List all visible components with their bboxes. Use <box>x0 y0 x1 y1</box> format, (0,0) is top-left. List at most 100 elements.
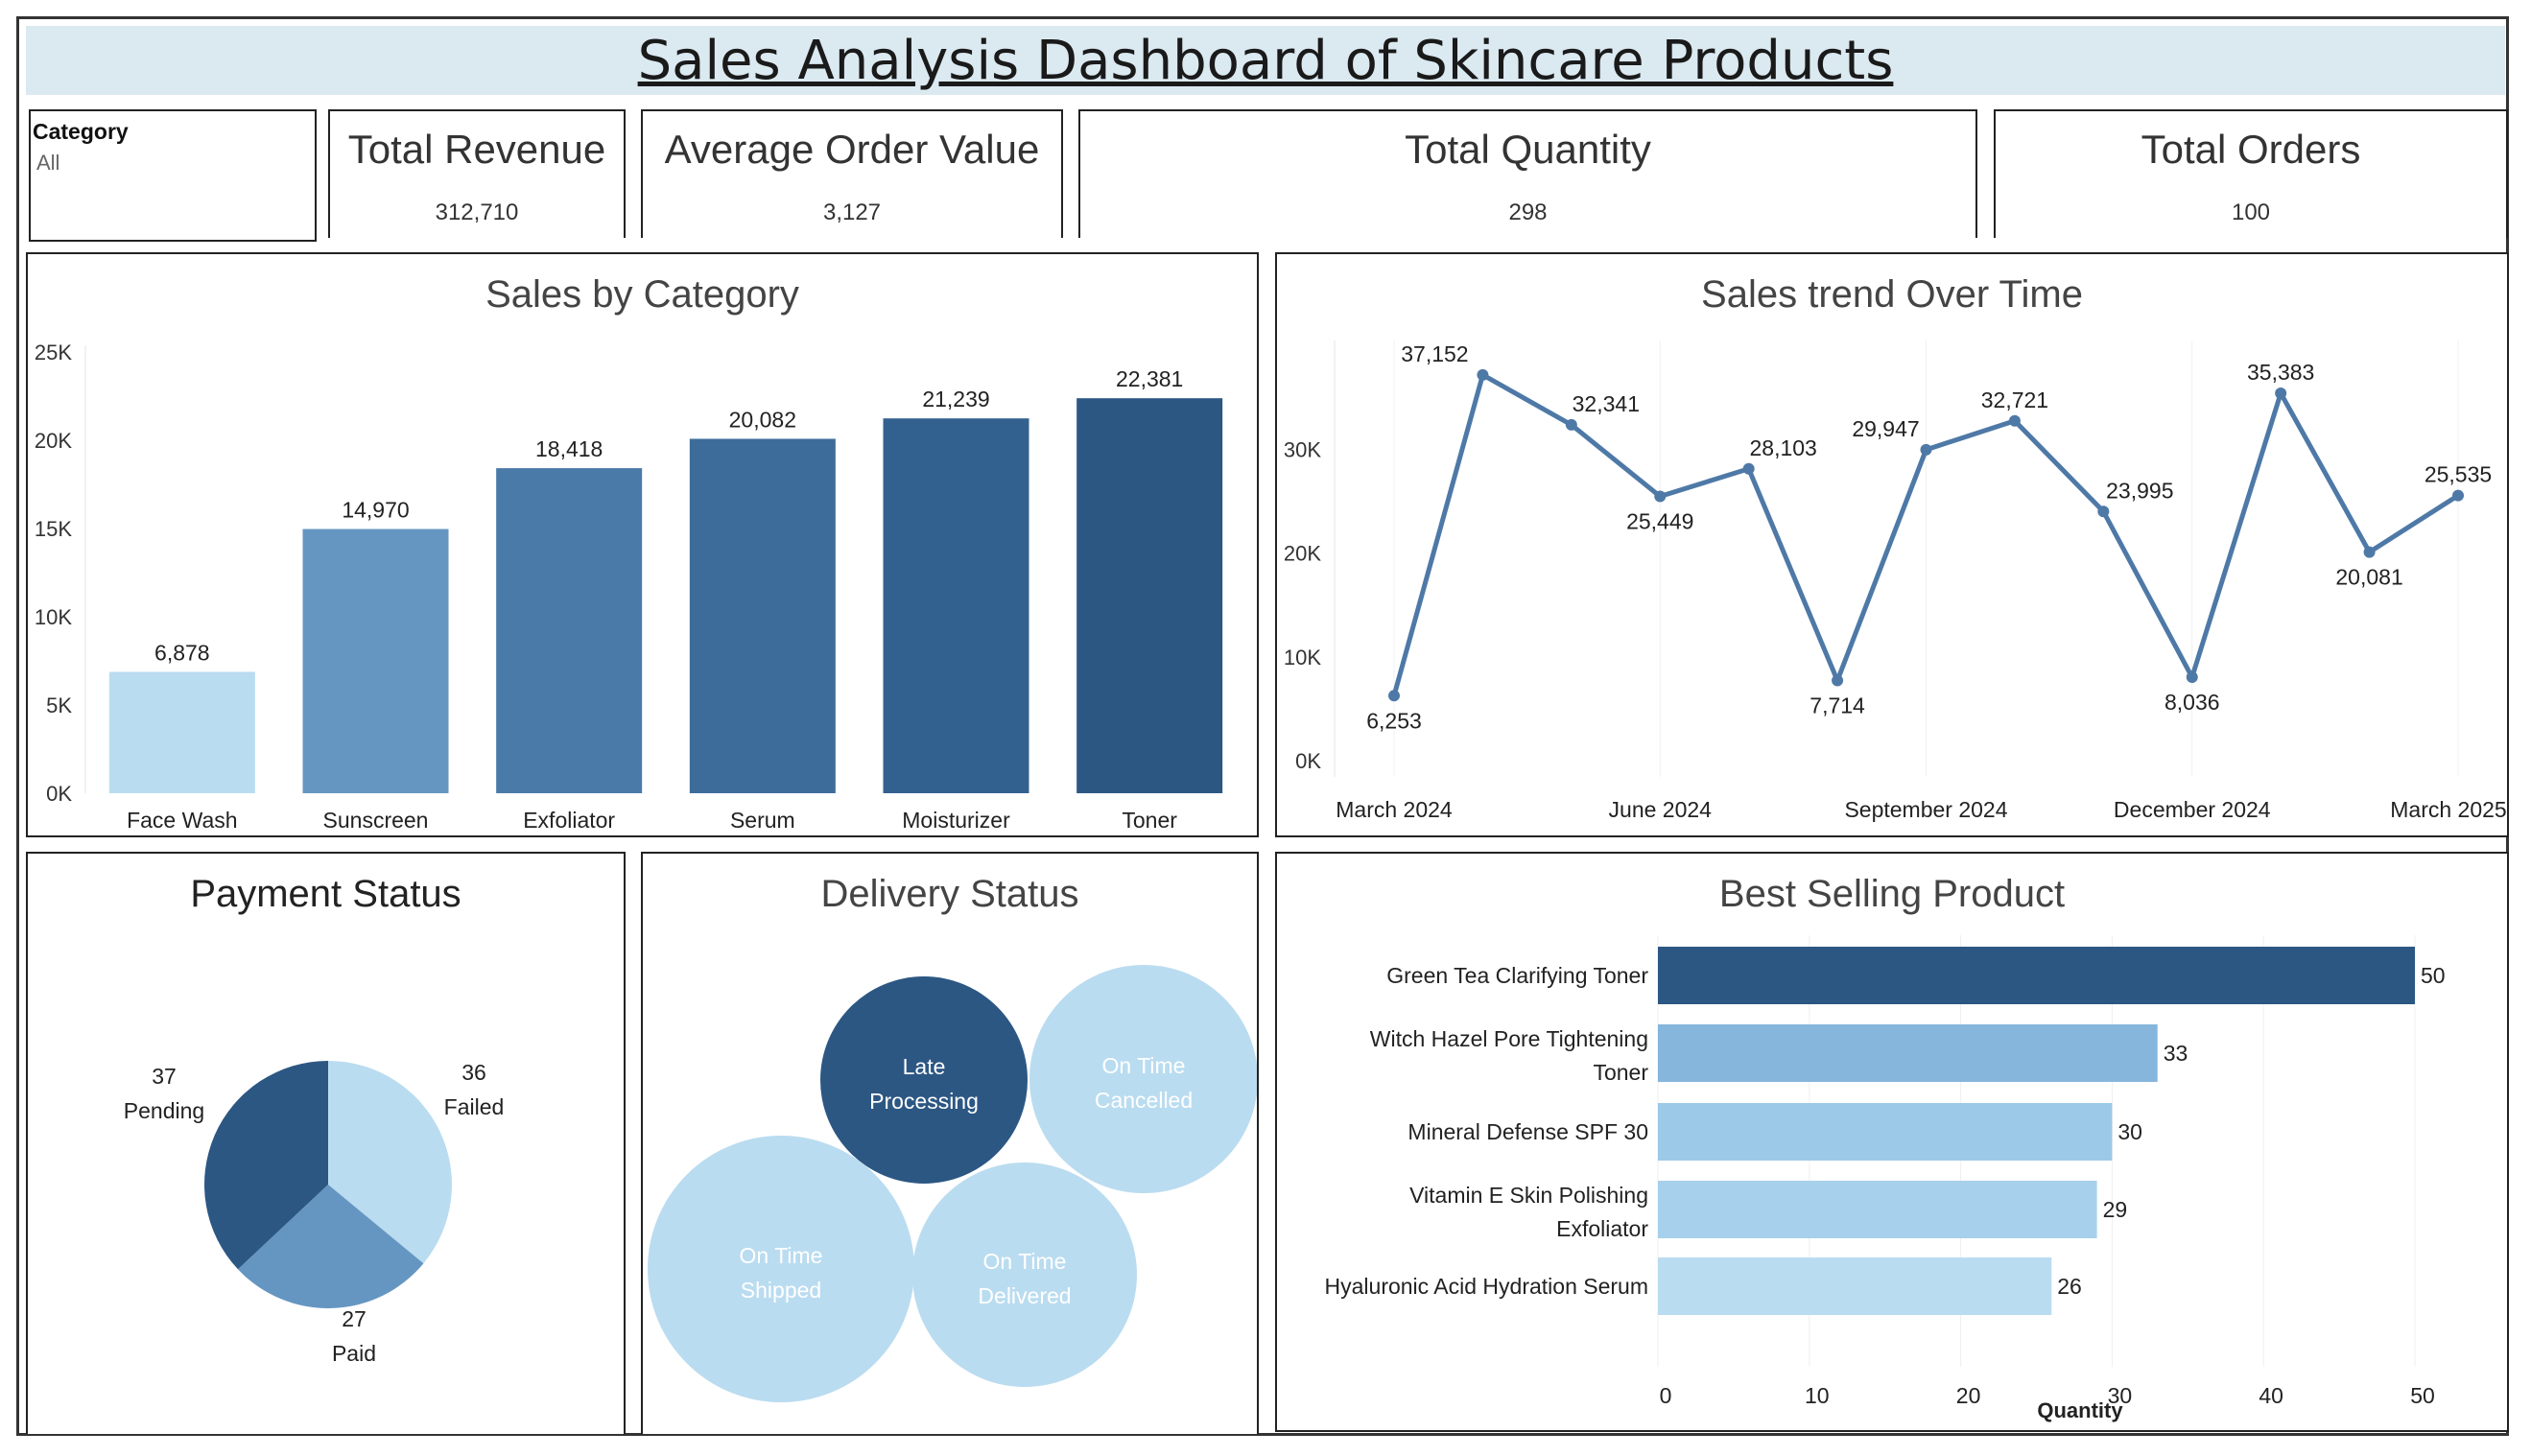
trend-point <box>2363 546 2376 558</box>
category-y-tick: 25K <box>35 341 72 364</box>
trend-point <box>2275 387 2287 399</box>
kpi-aov-label: Average Order Value <box>664 127 1040 172</box>
best-selling-panel: Best Selling Product 0 10 20 30 40 50 Quantity… <box>1275 852 2509 1432</box>
best-x-tick: 0 <box>1660 1383 1672 1408</box>
delivery-bubble-label-1: Late <box>903 1054 946 1079</box>
category-bar <box>496 468 643 793</box>
best-bar <box>1658 1257 2052 1315</box>
trend-point <box>1388 690 1400 702</box>
delivery-bubble-label-1: On Time <box>1102 1053 1186 1078</box>
trend-x-tick: September 2024 <box>1844 797 2007 822</box>
category-filter-label: Category <box>33 119 129 144</box>
delivery-bubble-label-2: Delivered <box>978 1283 1071 1308</box>
delivery-bubble <box>820 976 1028 1184</box>
delivery-bubble <box>1029 965 1257 1193</box>
best-bar-label: 50 <box>2421 963 2446 988</box>
trend-point <box>2008 414 2021 427</box>
trend-point <box>2452 489 2464 502</box>
delivery-status-chart: Late Processing On Time Cancelled On Time Shi… <box>648 965 1257 1402</box>
sales-by-category-panel: Sales by Category 0K 5K 10K 15K 20K 25K 6,878 F… <box>26 252 1259 837</box>
payment-slice-value: 37 <box>152 1064 177 1089</box>
trend-point-label: 8,036 <box>2164 690 2220 715</box>
dashboard-title-bar: Sales Analysis Dashboard of Skincare Pro… <box>26 26 2505 95</box>
trend-point <box>1654 490 1667 503</box>
payment-slice-value: 27 <box>342 1306 367 1331</box>
best-x-tick: 50 <box>2410 1383 2435 1408</box>
trend-point-label: 35,383 <box>2247 360 2314 385</box>
sales-by-category-chart: 0K 5K 10K 15K 20K 25K 6,878 Face Wash 14,970 Suns… <box>35 341 1223 833</box>
category-x-tick: Sunscreen <box>323 808 429 833</box>
category-bar <box>689 438 836 793</box>
delivery-bubble-label-2: Processing <box>869 1089 979 1114</box>
delivery-bubble <box>648 1136 914 1402</box>
category-bar-label: 6,878 <box>154 640 210 665</box>
trend-point-label: 25,449 <box>1626 509 1693 534</box>
best-bar-label: 33 <box>2164 1041 2188 1066</box>
delivery-bubble-label-2: Shipped <box>741 1278 821 1303</box>
best-category-label: Exfoliator <box>1556 1216 1648 1241</box>
category-filter[interactable]: Category All <box>29 109 317 242</box>
best-category-label: Witch Hazel Pore Tightening <box>1370 1026 1648 1051</box>
category-bar <box>1076 398 1223 793</box>
payment-slice-label: Paid <box>332 1341 376 1366</box>
payment-slice-label: Pending <box>124 1098 204 1123</box>
payment-slice <box>328 1061 452 1264</box>
trend-point <box>1742 462 1755 475</box>
payment-status-chart: 36 Failed 27 Paid 37 Pending <box>124 1060 505 1366</box>
sales-trend-title: Sales trend Over Time <box>1701 273 2083 316</box>
sales-by-category-title: Sales by Category <box>485 273 799 316</box>
kpi-orders-value: 100 <box>2231 200 2271 225</box>
kpi-orders-label: Total Orders <box>2141 127 2361 172</box>
kpi-quantity-value: 298 <box>1508 200 1548 225</box>
best-bar <box>1658 947 2415 1004</box>
best-x-axis-label: Quantity <box>2037 1398 2123 1422</box>
trend-point <box>1832 674 1844 687</box>
trend-y-tick: 20K <box>1284 542 1321 566</box>
category-x-tick: Face Wash <box>127 808 237 833</box>
best-bar-label: 26 <box>2057 1274 2082 1299</box>
trend-y-tick: 0K <box>1295 749 1321 773</box>
best-bar <box>1658 1024 2158 1082</box>
best-bar <box>1658 1103 2113 1161</box>
delivery-bubble-label-1: On Time <box>740 1243 823 1268</box>
trend-y-tick: 10K <box>1284 646 1321 669</box>
delivery-status-title: Delivery Status <box>820 873 1079 915</box>
trend-point-label: 32,341 <box>1573 391 1640 416</box>
best-x-tick: 10 <box>1805 1383 1830 1408</box>
delivery-bubble-label-2: Cancelled <box>1095 1088 1193 1113</box>
best-selling-chart: 0 10 20 30 40 50 Quantity 50 Green Tea Clarifyin… <box>1325 935 2446 1422</box>
category-x-tick: Exfoliator <box>523 808 615 833</box>
payment-slice-value: 36 <box>461 1060 486 1085</box>
category-filter-value[interactable]: All <box>36 151 60 175</box>
kpi-aov-value: 3,127 <box>822 200 882 225</box>
category-bar-label: 20,082 <box>729 407 796 432</box>
category-bar <box>883 418 1029 793</box>
best-category-label: Hyaluronic Acid Hydration Serum <box>1325 1274 1648 1299</box>
kpi-quantity-label: Total Quantity <box>1405 127 1651 172</box>
category-y-tick: 5K <box>46 693 72 717</box>
payment-status-title: Payment Status <box>190 873 461 915</box>
category-bar <box>108 671 255 793</box>
kpi-total-quantity: Total Quantity 298 <box>1078 109 1977 238</box>
trend-point <box>2186 671 2198 684</box>
trend-point-label: 7,714 <box>1810 693 1865 717</box>
delivery-bubble-label-1: On Time <box>983 1249 1067 1274</box>
best-bar-label: 30 <box>2117 1119 2142 1144</box>
category-y-tick: 15K <box>35 517 72 541</box>
best-x-tick: 20 <box>1956 1383 1981 1408</box>
trend-point-label: 20,081 <box>2335 565 2402 590</box>
best-x-tick: 30 <box>2108 1383 2133 1408</box>
trend-point-label: 23,995 <box>2106 478 2173 503</box>
kpi-total-orders: Total Orders 100 <box>1994 109 2508 238</box>
trend-point-label: 25,535 <box>2425 462 2492 487</box>
delivery-bubble <box>912 1162 1137 1387</box>
category-bar-label: 14,970 <box>342 498 409 523</box>
category-x-tick: Toner <box>1122 808 1177 833</box>
category-bar-label: 18,418 <box>535 436 603 461</box>
trend-point-label: 6,253 <box>1366 708 1422 733</box>
trend-x-tick: March 2025 <box>2390 797 2506 822</box>
kpi-total-revenue-label: Total Revenue <box>347 127 606 172</box>
trend-point-label: 32,721 <box>1981 387 2048 412</box>
dashboard-title: Sales Analysis Dashboard of Skincare Pro… <box>637 29 1894 92</box>
payment-slice <box>237 1185 424 1308</box>
